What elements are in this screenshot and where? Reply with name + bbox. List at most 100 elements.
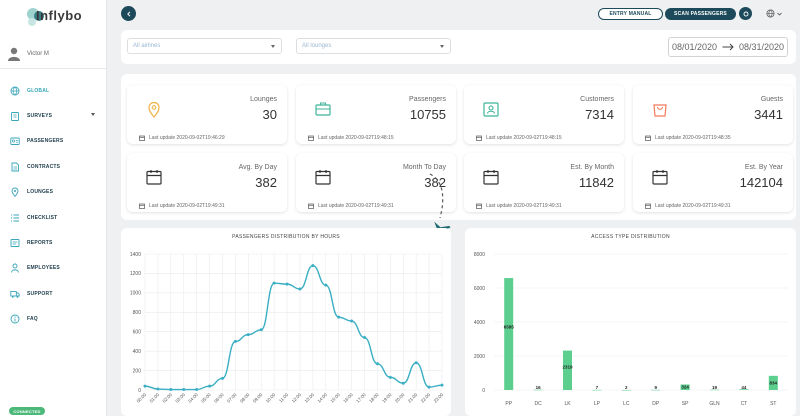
stat-last-update: Last update 2020-09-02T19:49:31 — [139, 203, 225, 209]
bar — [621, 389, 631, 391]
y-tick-label: 600 — [133, 330, 142, 336]
x-tick-label: 10:00 — [265, 392, 277, 404]
y-tick-label: 1400 — [130, 252, 141, 258]
stat-value: 3441 — [754, 107, 783, 122]
x-tick-label: 18:00 — [368, 392, 380, 404]
language-selector[interactable] — [766, 9, 782, 18]
data-point — [208, 384, 212, 388]
stat-label: Avg. By Day — [238, 164, 277, 171]
y-tick-label: 4000 — [474, 320, 485, 326]
stat-card-month-to-day: Month To Day 382 Last update 2020-09-02T… — [296, 153, 456, 212]
bar — [680, 384, 690, 390]
calendar-icon — [476, 135, 482, 141]
x-tick-label: LP — [594, 401, 601, 407]
passengers-by-hour-chart: PASSENGERS DISTRIBUTION BY HOURS 0 200 400… — [121, 228, 451, 416]
lounges-select[interactable]: All lounges — [296, 38, 451, 54]
data-label: 9 — [654, 385, 657, 390]
logo-icon — [27, 8, 44, 26]
x-tick-label: CT — [741, 401, 748, 407]
sidebar-item-checklist[interactable]: CHECKLIST — [0, 205, 107, 230]
sidebar-item-faq[interactable]: FAQ — [0, 307, 107, 332]
x-tick-label: 08:00 — [239, 392, 251, 404]
sidebar-divider — [0, 68, 107, 69]
y-tick-label: 0 — [138, 388, 141, 394]
sidebar-item-label: PASSENGERS — [27, 138, 64, 145]
x-tick-label: LK — [564, 401, 571, 407]
data-point — [169, 388, 173, 392]
data-point — [363, 336, 367, 340]
x-tick-label: LC — [623, 401, 630, 407]
quick-action-button[interactable] — [739, 7, 752, 20]
stat-last-update: Last update 2020-09-02T19:48:35 — [645, 135, 731, 141]
calendar-icon — [146, 170, 162, 185]
stat-last-update: Last update 2020-09-02T19:49:31 — [645, 203, 731, 209]
date-range-picker[interactable]: 08/01/2020 08/31/2020 — [668, 37, 788, 57]
x-tick-label: 16:00 — [342, 392, 354, 404]
data-label: 324 — [681, 385, 689, 390]
bar — [651, 389, 661, 391]
back-button[interactable] — [121, 6, 136, 21]
x-tick-label: 15:00 — [329, 392, 341, 404]
connection-status-badge: CONNECTED — [9, 407, 45, 415]
stat-value: 7314 — [585, 107, 614, 122]
y-tick-label: 2000 — [474, 354, 485, 360]
sidebar-item-passengers[interactable]: PASSENGERS — [0, 129, 107, 154]
sidebar-item-surveys[interactable]: SURVEYS — [0, 103, 107, 128]
sidebar-item-label: LOUNGES — [27, 189, 54, 196]
data-label: 2319 — [562, 364, 573, 369]
user-profile[interactable]: Victor M — [8, 44, 107, 64]
sidebar-item-label: SUPPORT — [27, 290, 53, 297]
series-line — [144, 264, 443, 391]
document-icon — [11, 162, 19, 172]
x-tick-label: 13:00 — [304, 392, 316, 404]
stat-last-update: Last update 2020-09-02T19:48:15 — [308, 135, 394, 141]
data-point — [414, 361, 418, 365]
entry-manual-button[interactable]: ENTRY MANUAL — [598, 8, 663, 20]
y-tick-label: 800 — [133, 310, 142, 316]
bar — [592, 389, 602, 391]
bar-chart-svg: 0 2000 4000 6000 8000 6585 PP 16 DC 2319 LK 7 LP 2 LC 9… — [474, 252, 788, 407]
sidebar-item-lounges[interactable]: LOUNGES — [0, 180, 107, 205]
x-tick-label: 11:00 — [278, 392, 290, 404]
scan-passengers-button[interactable]: SCAN PASSENGERS — [665, 8, 736, 20]
id-card-icon — [483, 102, 499, 117]
data-point — [233, 339, 237, 343]
x-tick-label: 19:00 — [381, 392, 393, 404]
bar — [504, 278, 514, 390]
sidebar-item-reports[interactable]: REPORTS — [0, 230, 107, 255]
x-tick-label: 21:00 — [407, 392, 419, 404]
sidebar-item-contracts[interactable]: CONTRACTS — [0, 154, 107, 179]
data-point — [259, 328, 263, 332]
data-label: 6585 — [504, 324, 515, 329]
airlines-select[interactable]: All airlines — [127, 38, 282, 54]
bar — [563, 350, 572, 390]
sidebar-item-label: GLOBAL — [27, 87, 50, 94]
data-point — [220, 376, 224, 380]
bar — [739, 389, 749, 390]
y-tick-label: 6000 — [474, 286, 485, 292]
bar — [533, 389, 543, 391]
x-tick-label: DC — [534, 401, 542, 407]
data-point — [285, 282, 289, 286]
chart-title: PASSENGERS DISTRIBUTION BY HOURS — [232, 234, 340, 240]
sidebar-item-label: EMPLOYEES — [27, 265, 60, 272]
x-tick-label: GLN — [709, 401, 720, 407]
sidebar-item-employees[interactable]: EMPLOYEES — [0, 256, 107, 281]
x-tick-label: 06:00 — [213, 392, 225, 404]
stat-label: Est. By Month — [570, 164, 614, 171]
data-point — [156, 387, 160, 391]
sidebar-item-support[interactable]: SUPPORT — [0, 281, 107, 306]
stat-value: 10755 — [409, 107, 446, 122]
calendar-icon — [476, 203, 482, 209]
sidebar: Inflybo Victor M GLOBAL SURVEYS PASSENGE… — [0, 0, 107, 416]
calendar-icon — [652, 170, 668, 185]
calendar-icon — [139, 203, 145, 209]
bar — [710, 389, 719, 391]
access-type-chart: ACCESS TYPE DISTRIBUTION 0 2000 4000 6000 80… — [465, 228, 796, 416]
x-tick-label: PP — [505, 401, 512, 407]
data-point — [388, 375, 392, 379]
data-label: 44 — [741, 385, 747, 390]
chevron-down-icon — [440, 45, 444, 48]
airlines-select-value: All airlines — [133, 43, 161, 49]
sidebar-item-global[interactable]: GLOBAL — [0, 78, 107, 103]
